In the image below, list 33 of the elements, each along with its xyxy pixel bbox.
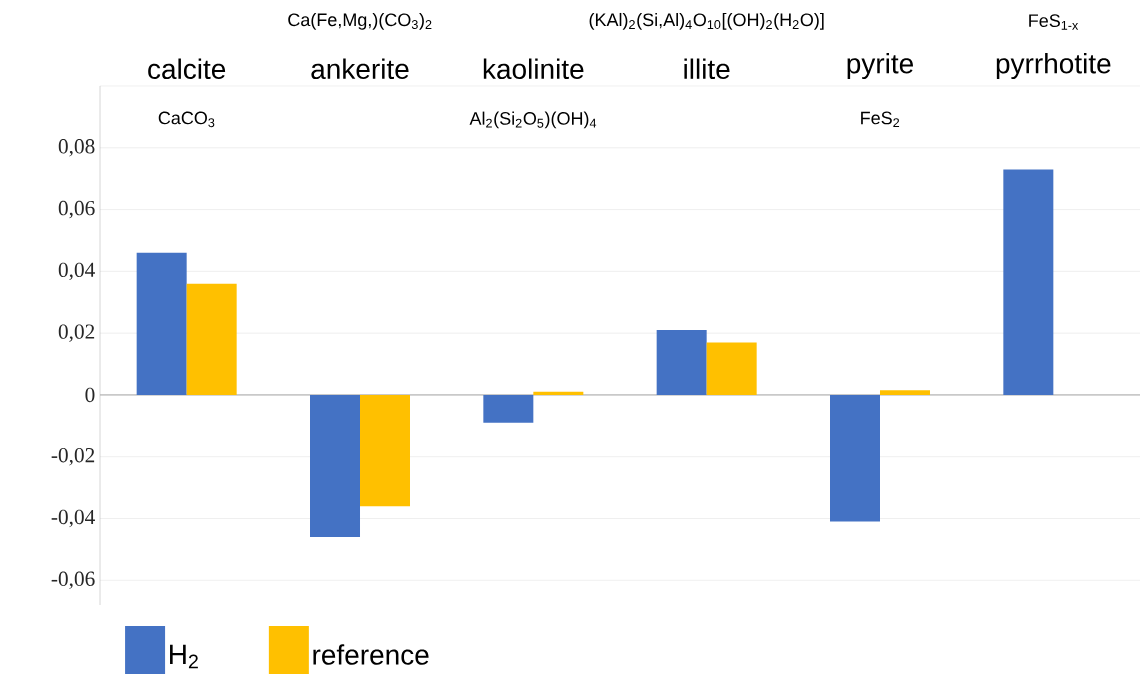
annotation: Al$_{2}$(Si$_{2}$O$_{5}$)(OH)$_{4}$: [469, 111, 597, 129]
annotation: FeS$_{2}$: [861, 111, 900, 128]
bar: [360, 394, 410, 507]
y-tick-label: 0,08: [58, 139, 95, 157]
x-tick-label: illite: [684, 58, 730, 80]
bar: [880, 390, 930, 395]
y-tick-label: 0,06: [58, 200, 95, 219]
bar: [706, 342, 757, 395]
bar: [483, 394, 534, 423]
x-tick-label: pyrrhotite: [996, 52, 1111, 80]
bar: [1003, 169, 1054, 395]
annotation: CaCO$_{3}$: [158, 111, 215, 128]
bar: [310, 394, 360, 538]
y-tick-label: 0,02: [58, 324, 95, 342]
x-tick-label: pyrite: [847, 52, 913, 80]
y-tick-label: 0,04: [58, 262, 95, 281]
bar: [186, 283, 237, 395]
y-tick-label: -0,04: [51, 509, 95, 528]
legend-label: H$_{2}$: [170, 644, 198, 669]
x-tick-label: kaolinite: [483, 58, 584, 80]
y-tick-label: -0,02: [51, 447, 95, 466]
text: Ca(Fe,Mg,)(CO$_{3}$)$_{2}$: [288, 12, 432, 30]
y-tick-label: -0,06: [51, 571, 95, 590]
bar: [656, 330, 707, 395]
text: FeS$_{1-x}$: [1029, 14, 1079, 30]
bar: [136, 252, 187, 395]
text: (KAl)$_{2}$(Si,Al)$_{4}$O$_{10}$[(OH)$_{2}$(H$_{2}$O)]: [589, 12, 824, 30]
bar: [533, 391, 584, 395]
y-tick-label: 0: [85, 387, 95, 403]
x-tick-label: ankerite: [311, 58, 409, 80]
bar: [830, 394, 880, 522]
x-tick-label: calcite: [148, 58, 226, 80]
legend-label: reference: [313, 644, 429, 665]
